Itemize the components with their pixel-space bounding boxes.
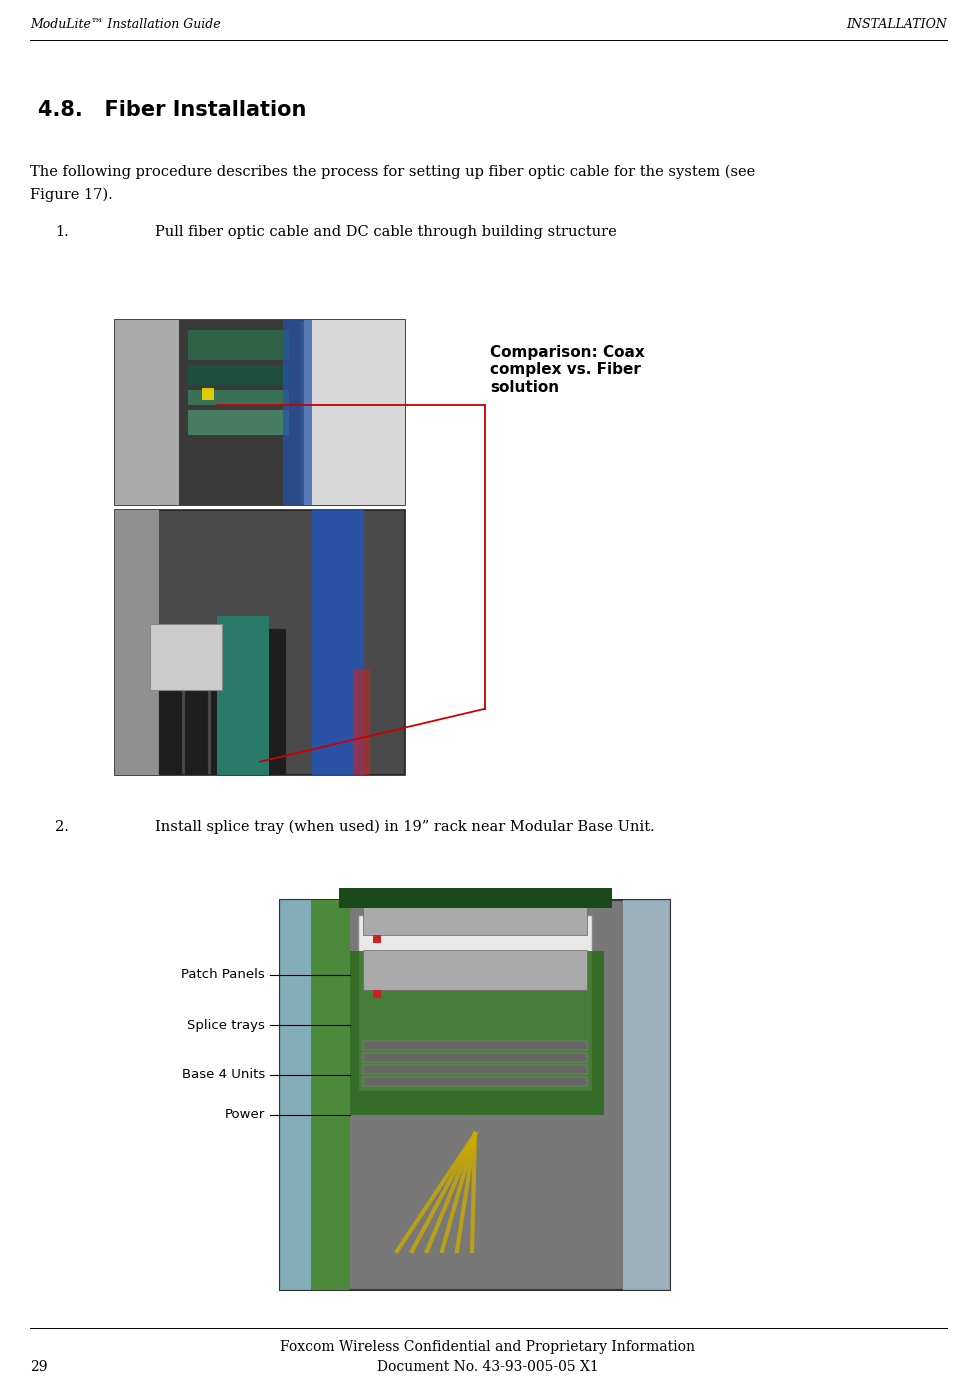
Bar xyxy=(149,624,223,690)
Bar xyxy=(115,319,179,505)
Bar xyxy=(236,629,260,774)
Bar xyxy=(158,629,182,774)
Text: Base 4 Units: Base 4 Units xyxy=(182,1069,265,1082)
Text: Install splice tray (when used) in 19” rack near Modular Base Unit.: Install splice tray (when used) in 19” r… xyxy=(155,820,655,834)
Bar xyxy=(363,950,587,990)
Bar xyxy=(179,319,301,505)
Bar xyxy=(363,1077,587,1086)
Bar xyxy=(263,629,286,774)
Text: Patch Panels: Patch Panels xyxy=(182,968,265,982)
Bar xyxy=(202,389,214,400)
Text: The following procedure describes the process for setting up fiber optic cable f: The following procedure describes the pr… xyxy=(30,165,755,180)
Text: ModuLite™ Installation Guide: ModuLite™ Installation Guide xyxy=(30,18,221,30)
Bar xyxy=(115,319,405,505)
Bar xyxy=(188,365,289,384)
Text: INSTALLATION: INSTALLATION xyxy=(846,18,947,30)
Bar xyxy=(217,615,269,774)
Text: Figure 17).: Figure 17). xyxy=(30,188,112,202)
Bar xyxy=(350,950,604,1115)
Bar xyxy=(363,1041,587,1050)
Bar xyxy=(312,900,350,1290)
Bar xyxy=(188,331,289,360)
Bar xyxy=(363,1065,587,1075)
Text: 2.: 2. xyxy=(55,820,68,834)
Bar xyxy=(280,900,670,1290)
Bar xyxy=(188,390,289,405)
Bar xyxy=(188,409,289,436)
Bar xyxy=(304,319,405,505)
Bar xyxy=(623,900,670,1290)
Text: 1.: 1. xyxy=(55,225,68,239)
Text: Foxcom Wireless Confidential and Proprietary Information: Foxcom Wireless Confidential and Proprie… xyxy=(280,1340,696,1354)
Text: Comparison: Coax
complex vs. Fiber
solution: Comparison: Coax complex vs. Fiber solut… xyxy=(490,344,645,394)
Text: 4.8.   Fiber Installation: 4.8. Fiber Installation xyxy=(38,100,307,120)
Bar xyxy=(283,319,313,505)
Bar xyxy=(211,629,234,774)
Text: 29: 29 xyxy=(30,1359,48,1373)
Text: Pull fiber optic cable and DC cable through building structure: Pull fiber optic cable and DC cable thro… xyxy=(155,225,616,239)
Text: Power: Power xyxy=(225,1109,265,1122)
Bar xyxy=(115,510,405,774)
Bar xyxy=(185,629,208,774)
Bar xyxy=(313,510,364,774)
Bar xyxy=(363,1052,587,1062)
Bar xyxy=(353,669,370,774)
Text: Document No. 43-93-005-05 X1: Document No. 43-93-005-05 X1 xyxy=(377,1359,599,1373)
Bar xyxy=(363,895,587,935)
Bar xyxy=(373,935,381,943)
Bar xyxy=(280,900,312,1290)
Bar xyxy=(115,510,158,774)
Bar xyxy=(338,888,612,909)
Text: Splice trays: Splice trays xyxy=(188,1018,265,1032)
Bar xyxy=(358,916,592,1091)
Bar xyxy=(373,990,381,999)
